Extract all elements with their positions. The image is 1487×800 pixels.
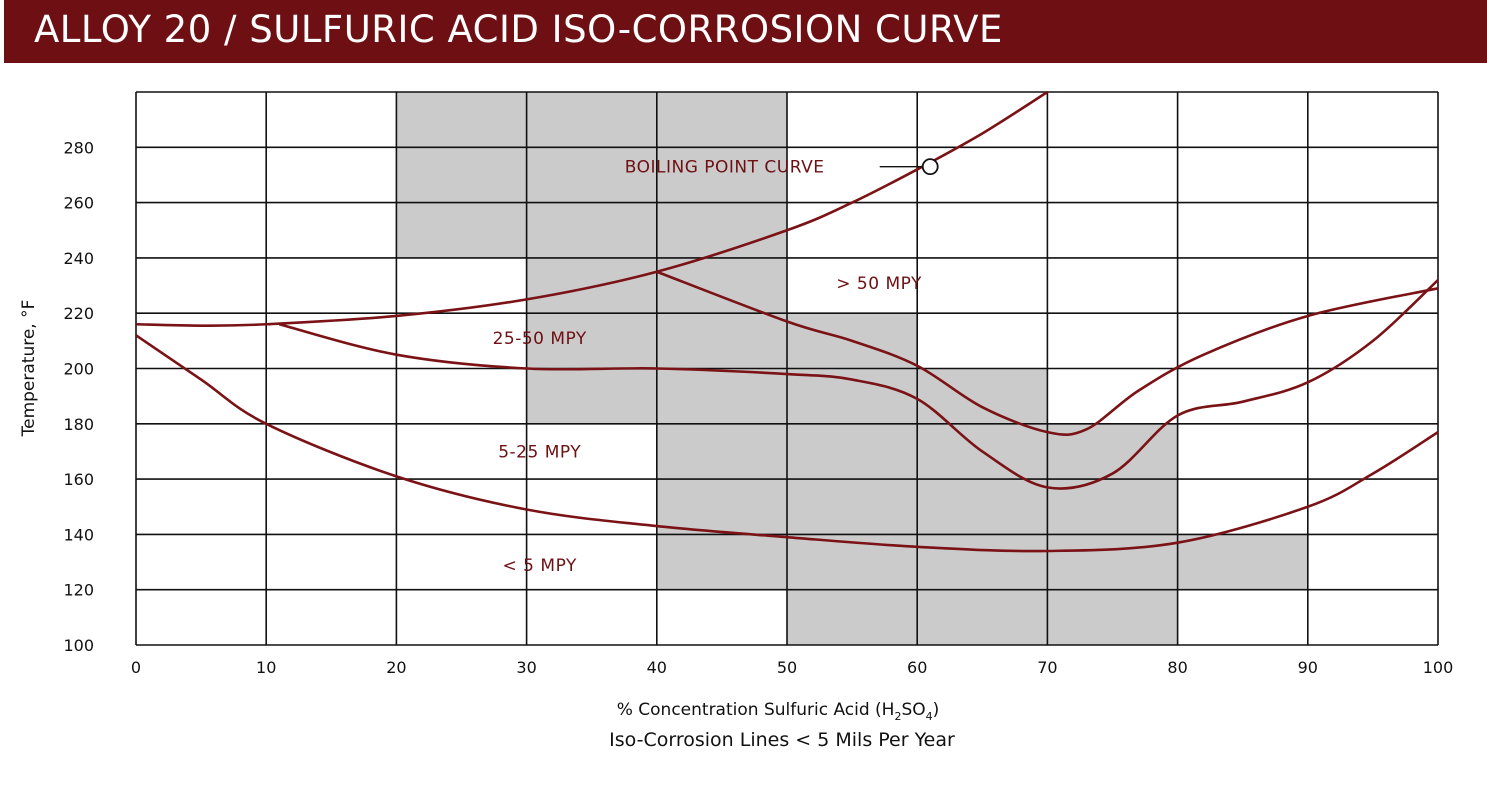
x-tick-label: 70 <box>1037 658 1057 677</box>
shaded-cell <box>396 147 527 203</box>
y-tick-label: 220 <box>63 304 94 323</box>
y-tick-label: 240 <box>63 249 94 268</box>
y-tick-label: 160 <box>63 470 94 489</box>
region-label-under-5: < 5 MPY <box>503 556 577 576</box>
shaded-cell <box>656 534 787 590</box>
x-tick-label: 50 <box>777 658 797 677</box>
y-tick-label: 280 <box>63 138 94 157</box>
shaded-cell <box>526 257 657 314</box>
shaded-cell <box>917 589 1048 645</box>
shaded-cell <box>917 479 1048 535</box>
shaded-cell <box>1047 589 1178 645</box>
shaded-cell <box>526 147 657 203</box>
shaded-cell <box>656 202 787 258</box>
region-label-over-50: > 50 MPY <box>836 274 922 294</box>
y-tick-label: 120 <box>63 581 94 600</box>
shaded-cell <box>1047 534 1178 590</box>
x-tick-label: 90 <box>1298 658 1318 677</box>
x-axis-label: % Concentration Sulfuric Acid (H2SO4) <box>617 700 940 723</box>
shaded-cell <box>656 423 787 480</box>
iso-line-25-mpy <box>278 279 1439 490</box>
x-tick-label: 20 <box>386 658 406 677</box>
y-tick-label: 180 <box>63 415 94 434</box>
shaded-cell <box>787 479 918 535</box>
x-tick-label: 60 <box>907 658 927 677</box>
shaded-cell <box>526 368 657 424</box>
iso-line-50-mpy <box>656 270 1439 436</box>
shaded-cell <box>526 313 657 369</box>
shaded-cell <box>1177 534 1308 590</box>
y-tick-label: 100 <box>63 636 94 655</box>
shaded-cell <box>787 423 918 480</box>
chart-title: ALLOY 20 / SULFURIC ACID ISO-CORROSION C… <box>34 8 1003 51</box>
shaded-cell <box>656 368 787 424</box>
y-tick-label: 140 <box>63 525 94 544</box>
shaded-cell <box>396 92 527 148</box>
shaded-cell <box>787 589 918 645</box>
shaded-cell <box>656 479 787 535</box>
shaded-cell <box>396 202 527 258</box>
x-tick-label: 30 <box>516 658 536 677</box>
shaded-cell <box>656 92 787 148</box>
shaded-cell <box>917 534 1048 590</box>
chart-subtitle: Iso-Corrosion Lines < 5 Mils Per Year <box>609 729 955 751</box>
iso-line-5-mpy <box>135 334 1439 553</box>
x-tick-label: 0 <box>131 658 141 677</box>
shaded-cells <box>396 92 1308 645</box>
title-bar: ALLOY 20 / SULFURIC ACID ISO-CORROSION C… <box>4 0 1487 63</box>
region-labels: BOILING POINT CURVE > 50 MPY 25-50 MPY 5-25… <box>493 158 939 576</box>
region-label-25-50: 25-50 MPY <box>493 329 587 349</box>
shaded-cell <box>656 313 787 369</box>
tick-labels: 0 10 20 30 40 50 60 70 80 90 100 100 120 140 160 180 200… <box>63 138 1453 677</box>
shaded-cell <box>526 92 657 148</box>
y-axis-label: Temperature, °F <box>19 300 39 438</box>
x-tick-label: 100 <box>1423 658 1454 677</box>
x-tick-label: 80 <box>1167 658 1187 677</box>
shaded-cell <box>526 202 657 258</box>
x-tick-label: 40 <box>647 658 667 677</box>
y-tick-label: 260 <box>63 194 94 213</box>
boiling-point-label: BOILING POINT CURVE <box>625 158 825 178</box>
shaded-cell <box>656 147 787 203</box>
shaded-cell <box>787 368 918 424</box>
x-tick-label: 10 <box>256 658 276 677</box>
shaded-cell <box>656 257 787 314</box>
region-label-5-25: 5-25 MPY <box>498 442 581 462</box>
y-tick-label: 200 <box>63 360 94 379</box>
boiling-point-marker <box>921 158 939 176</box>
grid <box>135 91 1439 646</box>
